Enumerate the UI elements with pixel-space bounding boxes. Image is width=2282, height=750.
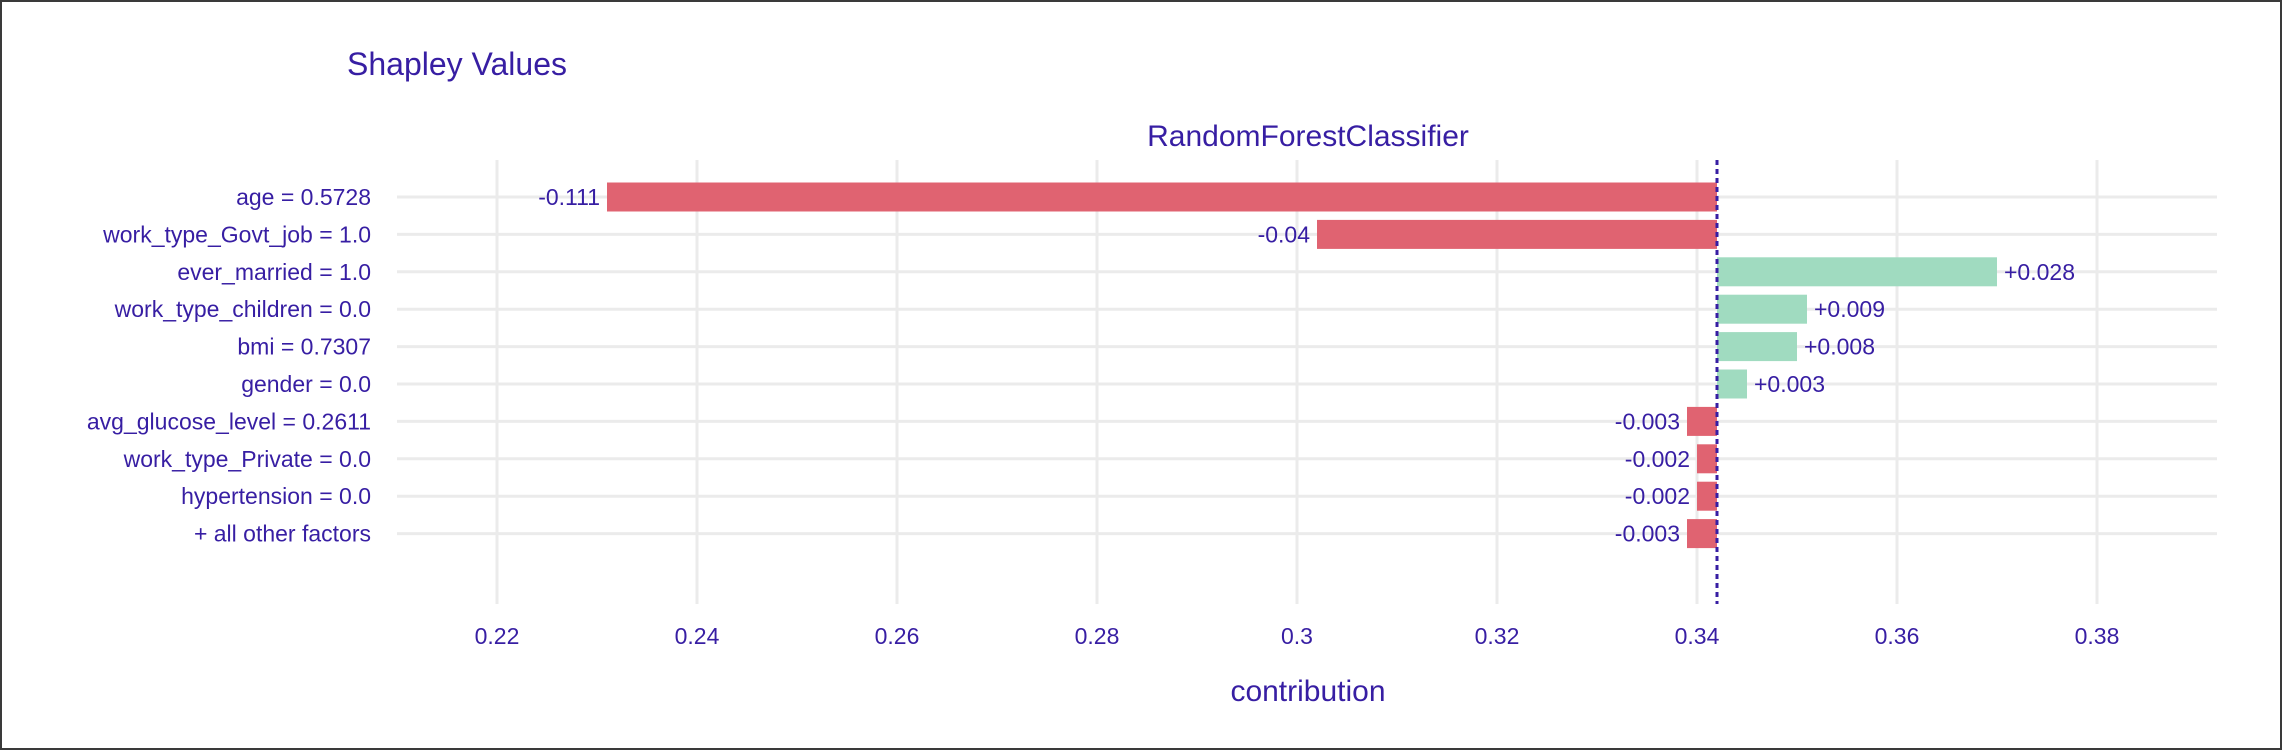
- bar-value-label: +0.003: [1754, 371, 1825, 397]
- y-tick-label: bmi = 0.7307: [237, 334, 371, 360]
- bar-value-label: +0.028: [2004, 259, 2075, 285]
- x-tick-label: 0.34: [1675, 623, 1720, 649]
- chart-title: Shapley Values: [347, 46, 567, 82]
- bar-value-label: -0.002: [1625, 446, 1690, 472]
- bar: [1687, 406, 1717, 436]
- chart-subtitle: RandomForestClassifier: [1147, 120, 1469, 153]
- bar-value-label: +0.009: [1814, 296, 1885, 322]
- bar: [1697, 444, 1717, 474]
- bar-value-label: -0.04: [1258, 221, 1311, 247]
- bar: [1717, 294, 1807, 324]
- x-tick-label: 0.3: [1281, 623, 1313, 649]
- bar: [1717, 332, 1797, 362]
- bar: [1697, 481, 1717, 511]
- x-axis-title: contribution: [1230, 675, 1385, 708]
- bar: [1717, 257, 1997, 287]
- x-tick-label: 0.22: [475, 623, 520, 649]
- bar: [1687, 519, 1717, 549]
- x-tick-label: 0.26: [875, 623, 920, 649]
- x-tick-label: 0.36: [1875, 623, 1920, 649]
- bar-value-label: -0.003: [1615, 408, 1680, 434]
- x-tick-label: 0.24: [675, 623, 720, 649]
- bar: [607, 182, 1717, 212]
- y-tick-label: age = 0.5728: [236, 184, 371, 210]
- bar-value-label: -0.111: [538, 184, 600, 210]
- y-tick-label: work_type_Private = 0.0: [123, 446, 371, 472]
- bar-value-label: +0.008: [1804, 334, 1875, 360]
- y-tick-label: + all other factors: [194, 521, 371, 547]
- x-tick-label: 0.32: [1475, 623, 1520, 649]
- bar-value-label: -0.003: [1615, 521, 1680, 547]
- y-tick-label: work_type_children = 0.0: [114, 296, 371, 322]
- bar: [1717, 369, 1747, 399]
- y-tick-label: gender = 0.0: [241, 371, 371, 397]
- bar: [1317, 219, 1717, 249]
- y-tick-label: avg_glucose_level = 0.2611: [87, 408, 371, 434]
- y-tick-label: ever_married = 1.0: [177, 259, 371, 285]
- y-tick-label: hypertension = 0.0: [181, 483, 371, 509]
- x-tick-label: 0.38: [2075, 623, 2120, 649]
- bar-value-label: -0.002: [1625, 483, 1690, 509]
- y-tick-label: work_type_Govt_job = 1.0: [102, 221, 371, 247]
- x-tick-label: 0.28: [1075, 623, 1120, 649]
